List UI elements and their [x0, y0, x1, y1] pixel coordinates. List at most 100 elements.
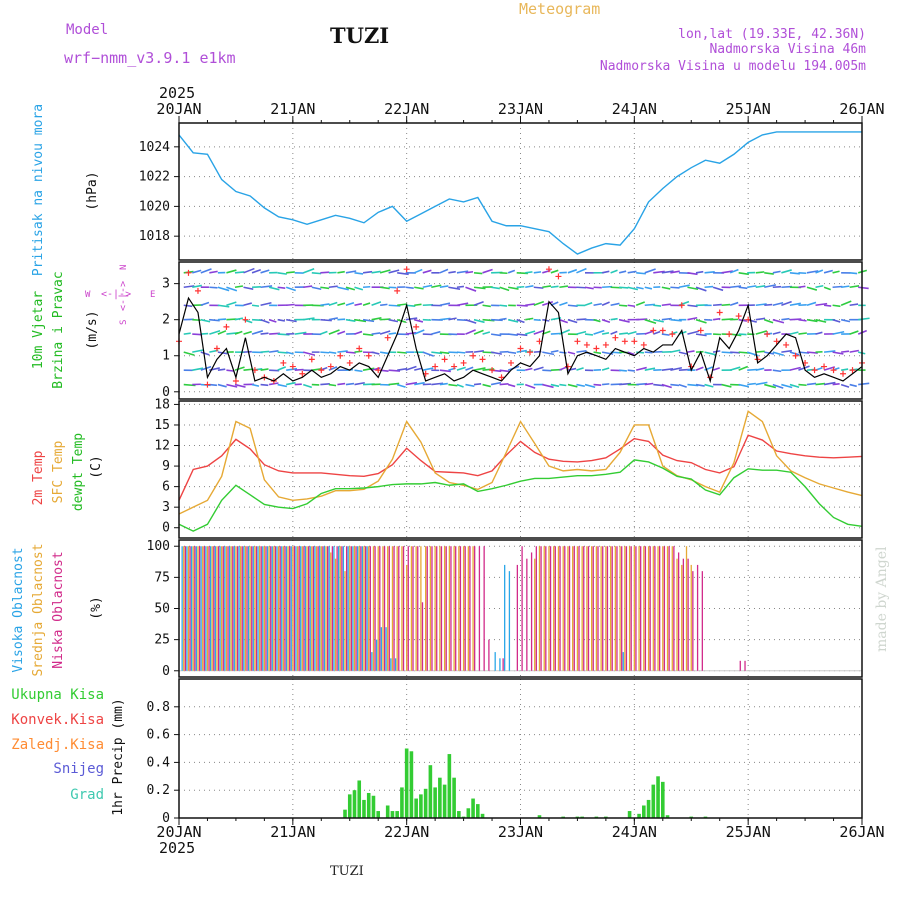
wind-arrow: [619, 286, 629, 289]
watermark: made by Angel: [874, 546, 890, 652]
y-tick-label: 100: [147, 539, 170, 554]
wind-arrow: [576, 267, 587, 274]
wind-arrow: [567, 304, 578, 307]
wind-arrow: [422, 303, 434, 307]
wind-arrow: [465, 270, 474, 274]
wind-arrow: [217, 368, 226, 371]
wind-arrow: [525, 303, 535, 307]
wind-arrow: [730, 285, 742, 289]
wind-arrow: [559, 301, 568, 307]
x-label-top: 25JAN: [726, 100, 771, 118]
wind-arrow: [772, 351, 784, 357]
wind-arrow: [721, 383, 732, 388]
gust-marker: [650, 327, 657, 334]
wind-arrow: [431, 330, 441, 335]
wind-arrow: [260, 350, 270, 353]
wind-arrow: [815, 269, 824, 274]
gust-marker: [318, 367, 325, 374]
wind-arrow: [465, 366, 474, 371]
wind-arrow: [217, 330, 227, 335]
wind-arrow: [627, 369, 635, 372]
wind-speed-line: [178, 296, 863, 384]
wind-arrow: [806, 382, 817, 386]
wind-arrow: [644, 382, 654, 386]
wind-arrow: [619, 304, 628, 307]
wind-arrow: [806, 286, 818, 291]
y-tick-label: 0: [162, 385, 170, 400]
wind-arrow: [473, 367, 486, 371]
wind-arrow: [337, 270, 345, 274]
wind-arrow: [405, 317, 418, 321]
wind-arrow: [764, 303, 773, 307]
wind-arrow: [209, 318, 220, 322]
wind-arrow: [840, 383, 850, 388]
compass-north: N: [119, 265, 129, 270]
wind-arrow: [183, 383, 196, 387]
wind-arrow: [286, 367, 298, 371]
wind-arrow: [456, 302, 469, 307]
y-tick-label: 12: [154, 439, 170, 454]
wind-arrow: [226, 301, 237, 307]
x-label-top: 20JAN: [156, 100, 201, 118]
wind-arrow: [414, 303, 422, 307]
wind-arrow: [755, 285, 766, 289]
wind-arrow: [687, 272, 698, 276]
wind-arrow: [806, 270, 819, 274]
wind-arrow: [431, 382, 444, 386]
wind-arrow: [670, 383, 680, 387]
gust-marker: [242, 316, 249, 323]
precip-bars: [343, 748, 708, 818]
wind-arrow: [695, 318, 707, 324]
wind-arrow: [456, 366, 466, 371]
panel-wind: 0 1 2 3: [162, 262, 862, 400]
wind-arrow: [303, 285, 313, 289]
wind-arrow: [328, 329, 340, 335]
wind-arrow: [320, 382, 330, 386]
wind-arrow: [636, 272, 646, 275]
wind-arrow: [328, 351, 337, 354]
wind-arrow: [200, 318, 211, 323]
wind-arrow: [525, 285, 534, 289]
gust-marker: [792, 352, 799, 359]
wind-arrow: [636, 351, 644, 354]
wind-arrow: [627, 304, 636, 308]
wind-arrow: [832, 330, 845, 335]
wind-arrow: [678, 300, 690, 307]
wind-arrow: [354, 350, 363, 353]
wind-arrow: [738, 272, 749, 276]
wind-arrow: [832, 304, 841, 308]
wind-arrow: [269, 350, 279, 353]
wind-arrow: [849, 383, 857, 388]
wind-arrow: [524, 383, 536, 389]
wind-arrow: [618, 318, 630, 323]
gust-marker: [678, 302, 685, 309]
gust-marker: [223, 323, 230, 330]
wind-arrow: [354, 302, 363, 307]
precip-bar: [414, 798, 418, 818]
wind-arrow: [832, 285, 843, 289]
wind-arrow: [823, 269, 833, 274]
wind-arrow: [789, 383, 800, 389]
wind-arrow: [840, 300, 852, 307]
wind-arrow: [311, 368, 322, 371]
wind-arrow: [260, 285, 273, 289]
wind-arrow: [362, 333, 374, 337]
wind-arrow: [593, 302, 602, 307]
wind-arrow: [755, 350, 765, 353]
wind-arrow: [260, 318, 270, 324]
wind-arrow: [226, 286, 238, 292]
wind-arrow: [371, 351, 380, 355]
wind-arrow: [260, 383, 269, 387]
wind-arrow: [576, 286, 587, 289]
wind-arrow: [618, 270, 627, 274]
precip-bar: [366, 792, 371, 818]
dewpt-line: [178, 459, 863, 532]
wind-arrow: [354, 330, 363, 335]
chart-title: Meteogram: [519, 0, 600, 18]
cloud-axis-label-low: Niska Oblacnost: [51, 551, 66, 668]
wind-arrow: [670, 286, 680, 289]
wind-arrow: [576, 330, 587, 335]
wind-arrow: [362, 302, 371, 307]
wind-arrow: [354, 272, 364, 275]
gust-marker: [621, 338, 628, 345]
